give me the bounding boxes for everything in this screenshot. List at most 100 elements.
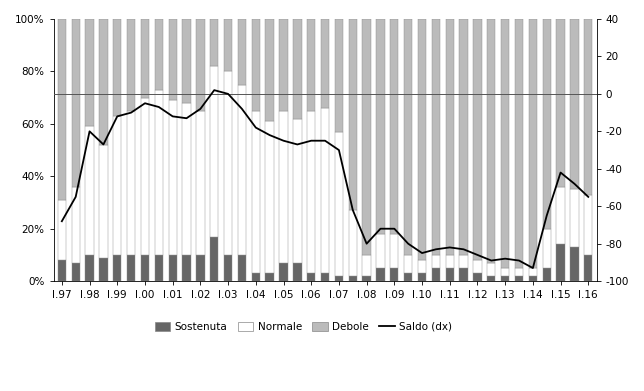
Bar <box>113 255 122 281</box>
Bar <box>363 276 371 281</box>
Bar <box>390 234 399 268</box>
Bar <box>556 19 565 187</box>
Bar <box>459 255 468 268</box>
Bar <box>418 260 426 273</box>
Bar <box>335 276 343 281</box>
Bar <box>529 276 537 281</box>
Bar <box>376 234 384 268</box>
Bar <box>196 255 205 281</box>
Bar <box>86 19 94 126</box>
Bar <box>363 19 371 255</box>
Bar <box>86 255 94 281</box>
Bar <box>99 19 108 145</box>
Bar <box>279 263 288 281</box>
Bar <box>376 268 384 281</box>
Bar <box>71 263 80 281</box>
Bar <box>293 263 301 281</box>
Bar <box>196 19 205 111</box>
Bar <box>446 268 454 281</box>
Bar <box>556 244 565 281</box>
Bar <box>501 268 509 276</box>
Bar <box>335 19 343 132</box>
Bar <box>515 19 523 268</box>
Bar <box>265 121 274 273</box>
Bar <box>210 19 218 66</box>
Bar <box>265 273 274 281</box>
Bar <box>265 19 274 121</box>
Bar <box>182 103 191 255</box>
Bar <box>321 273 329 281</box>
Bar <box>431 19 440 255</box>
Bar <box>459 19 468 255</box>
Bar <box>238 84 246 255</box>
Bar <box>556 187 565 244</box>
Bar <box>542 19 551 229</box>
Bar <box>348 19 357 210</box>
Bar <box>404 273 412 281</box>
Bar <box>584 195 592 255</box>
Bar <box>501 19 509 268</box>
Bar <box>127 19 135 111</box>
Bar <box>169 19 177 100</box>
Bar <box>99 145 108 258</box>
Bar <box>141 98 149 255</box>
Bar <box>141 19 149 98</box>
Bar <box>252 111 260 273</box>
Bar <box>321 108 329 273</box>
Bar <box>571 247 578 281</box>
Bar <box>431 268 440 281</box>
Bar <box>459 268 468 281</box>
Bar <box>307 111 316 273</box>
Bar <box>487 276 495 281</box>
Bar <box>571 19 578 189</box>
Bar <box>363 255 371 276</box>
Bar <box>182 255 191 281</box>
Bar <box>307 19 316 111</box>
Bar <box>58 260 66 281</box>
Bar <box>224 255 232 281</box>
Bar <box>390 268 399 281</box>
Bar <box>279 19 288 111</box>
Bar <box>431 255 440 268</box>
Bar <box>279 111 288 263</box>
Bar <box>182 19 191 103</box>
Bar <box>127 111 135 255</box>
Bar <box>169 100 177 255</box>
Bar <box>571 189 578 247</box>
Bar <box>487 263 495 276</box>
Bar <box>224 19 232 72</box>
Legend: Sostenuta, Normale, Debole, Saldo (dx): Sostenuta, Normale, Debole, Saldo (dx) <box>151 318 456 336</box>
Bar <box>515 268 523 276</box>
Bar <box>404 19 412 255</box>
Bar <box>252 19 260 111</box>
Bar <box>127 255 135 281</box>
Bar <box>390 19 399 234</box>
Bar <box>487 19 495 263</box>
Bar <box>293 19 301 118</box>
Bar <box>473 260 482 273</box>
Bar <box>446 255 454 268</box>
Bar <box>542 268 551 281</box>
Bar <box>335 132 343 276</box>
Bar <box>404 255 412 273</box>
Bar <box>515 276 523 281</box>
Bar <box>113 116 122 255</box>
Bar <box>584 19 592 195</box>
Bar <box>446 19 454 255</box>
Bar <box>473 273 482 281</box>
Bar <box>529 268 537 276</box>
Bar <box>155 90 163 255</box>
Bar <box>210 66 218 237</box>
Bar <box>210 237 218 281</box>
Bar <box>418 273 426 281</box>
Bar <box>99 258 108 281</box>
Bar <box>224 72 232 255</box>
Bar <box>71 19 80 187</box>
Bar <box>321 19 329 108</box>
Bar <box>58 19 66 200</box>
Bar <box>348 276 357 281</box>
Bar <box>169 255 177 281</box>
Bar <box>71 187 80 263</box>
Bar <box>155 19 163 90</box>
Bar <box>141 255 149 281</box>
